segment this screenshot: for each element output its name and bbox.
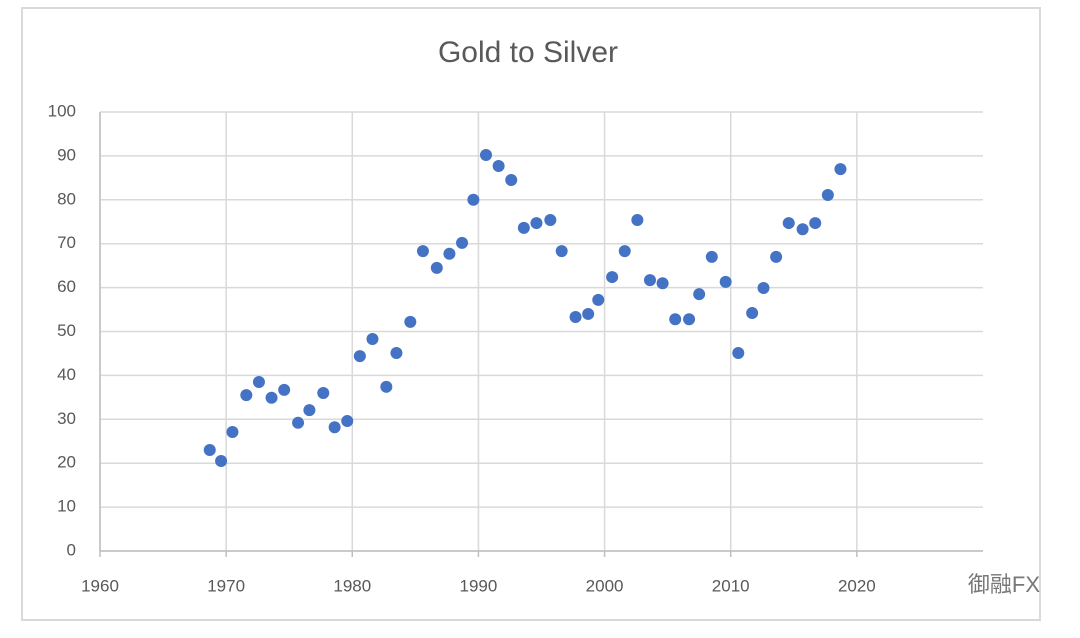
point	[203, 444, 216, 457]
point	[353, 350, 366, 363]
point	[732, 347, 745, 360]
point	[317, 386, 330, 399]
point	[467, 193, 480, 206]
watermark: 御融FX	[968, 572, 1040, 597]
point	[582, 307, 595, 320]
point	[380, 380, 393, 393]
point	[770, 250, 783, 263]
point	[303, 404, 316, 417]
point	[569, 311, 582, 324]
point	[390, 347, 403, 360]
point	[416, 245, 429, 258]
point	[292, 416, 305, 429]
point	[719, 275, 732, 288]
point	[606, 271, 619, 284]
point	[278, 383, 291, 396]
point	[782, 217, 795, 230]
point	[618, 245, 631, 258]
point	[505, 174, 518, 187]
point	[821, 188, 834, 201]
point	[492, 159, 505, 172]
x-tick-label: 1970	[207, 576, 245, 595]
point	[757, 282, 770, 295]
y-tick-label: 10	[57, 497, 76, 516]
y-tick-label: 80	[57, 189, 76, 208]
point	[643, 274, 656, 287]
point	[631, 213, 644, 226]
x-tick-label: 2020	[838, 576, 876, 595]
y-tick-label: 70	[57, 233, 76, 252]
point	[430, 261, 443, 274]
point	[215, 455, 228, 468]
chart-frame	[21, 7, 1041, 621]
point	[479, 149, 492, 162]
x-tick-label: 2000	[586, 576, 624, 595]
point	[693, 288, 706, 301]
y-tick-label: 20	[57, 453, 76, 472]
point	[656, 277, 669, 290]
point	[366, 332, 379, 345]
x-tick-label: 1980	[333, 576, 371, 595]
point	[226, 426, 239, 439]
point	[265, 391, 278, 404]
y-tick-label: 50	[57, 321, 76, 340]
x-tick-label: 2010	[712, 576, 750, 595]
point	[669, 313, 682, 326]
y-tick-label: 100	[48, 101, 76, 120]
point	[705, 250, 718, 263]
point	[443, 247, 456, 260]
x-tick-label: 1990	[460, 576, 498, 595]
point	[530, 217, 543, 230]
point	[341, 415, 354, 428]
point	[404, 315, 417, 328]
point	[834, 163, 847, 176]
point	[240, 389, 253, 402]
y-tick-label: 0	[67, 540, 76, 559]
point	[328, 421, 341, 434]
x-tick-label: 1960	[81, 576, 119, 595]
point	[555, 245, 568, 258]
y-tick-label: 40	[57, 365, 76, 384]
point	[809, 217, 822, 230]
point	[683, 313, 696, 326]
point	[592, 293, 605, 306]
point	[517, 221, 530, 234]
y-tick-label: 60	[57, 277, 76, 296]
y-tick-label: 30	[57, 409, 76, 428]
point	[746, 307, 759, 320]
point	[456, 236, 469, 249]
point	[796, 223, 809, 236]
chart-title: Gold to Silver	[438, 36, 618, 69]
y-tick-label: 90	[57, 145, 76, 164]
point	[544, 213, 557, 226]
point	[252, 375, 265, 388]
